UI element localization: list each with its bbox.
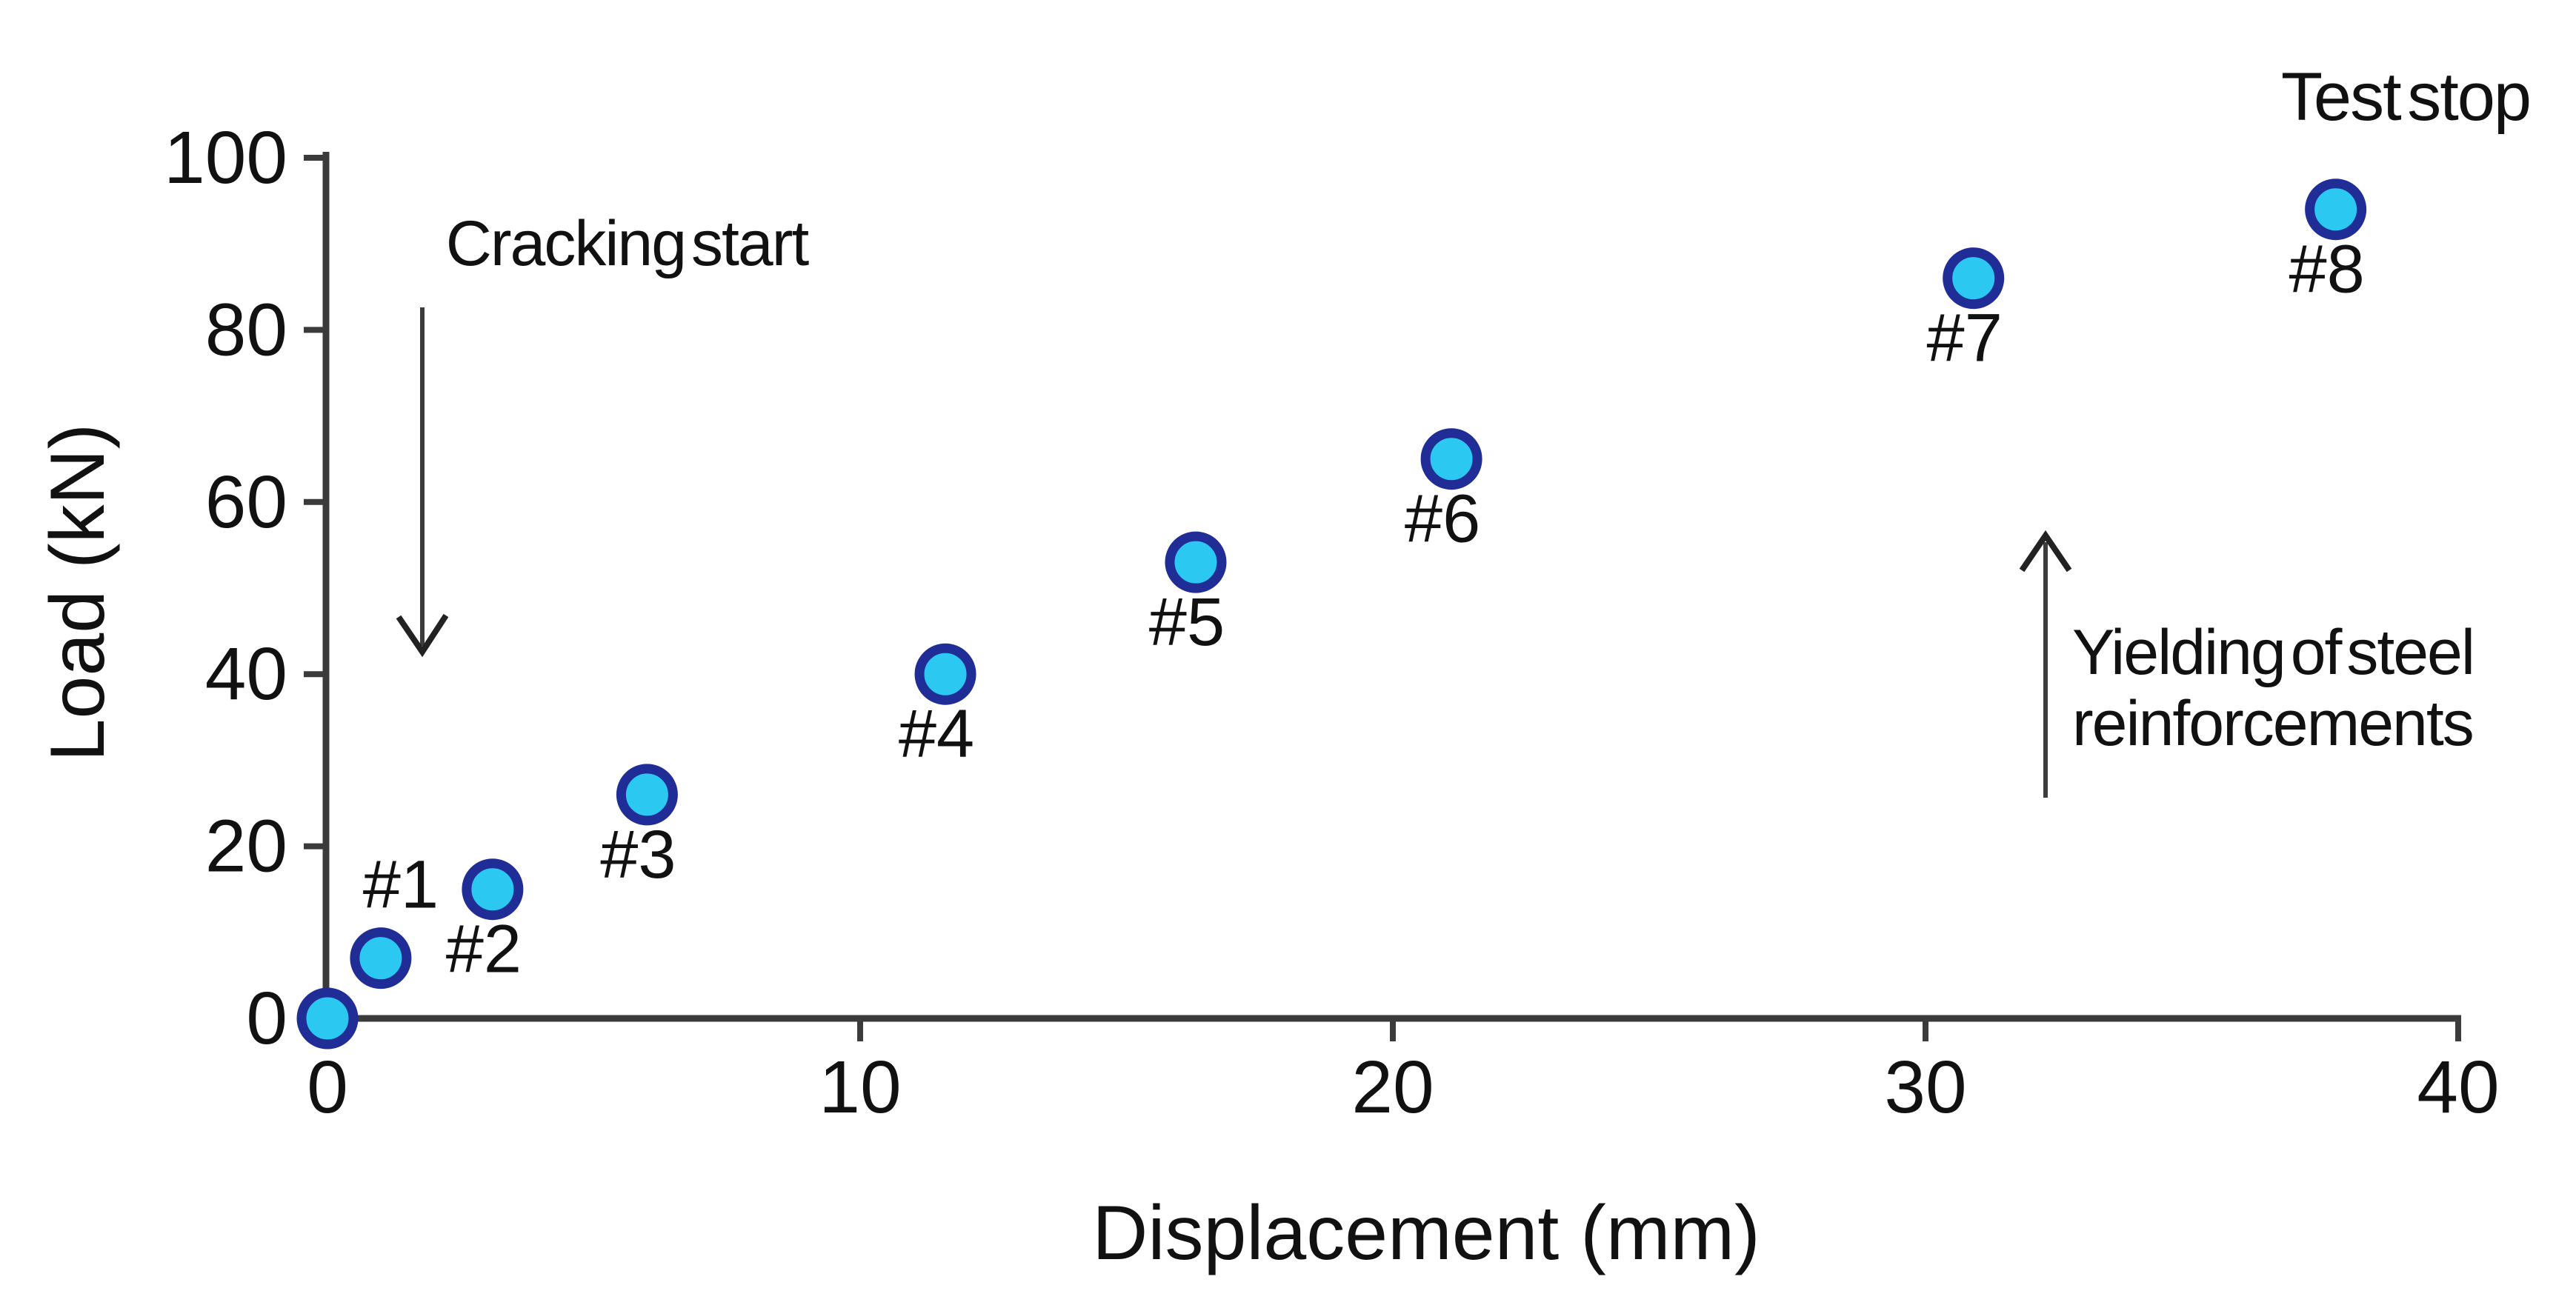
data-point-label: #6 [1405, 481, 1480, 557]
data-point-marker [350, 927, 412, 990]
x-tick-label: 20 [1351, 1046, 1434, 1129]
y-tick-label: 20 [205, 805, 287, 888]
data-point-label: #3 [600, 817, 676, 892]
annotation-test-stop: Test stop [2281, 59, 2530, 135]
data-point-marker [1165, 531, 1227, 593]
data-point-label: #1 [363, 847, 439, 923]
data-point-marker [1943, 247, 2005, 310]
y-tick-label: 80 [205, 288, 287, 371]
x-tick-label: 30 [1884, 1046, 1966, 1129]
data-point-marker [462, 858, 524, 921]
data-point-marker [914, 643, 976, 705]
yielding-label-line1: Yielding of steel [2072, 617, 2474, 688]
data-point-label: #8 [2289, 232, 2364, 307]
yielding-label-line2: reinforcements [2072, 688, 2473, 759]
y-tick-label: 0 [246, 977, 287, 1060]
data-point-marker [1420, 428, 1482, 490]
data-points: #1#2 #3 #4 #5 #6 #7 #8 [296, 178, 2367, 1050]
data-point-marker [616, 764, 678, 826]
data-point-label: #5 [1149, 584, 1225, 660]
yielding-arrowhead-icon [2019, 530, 2072, 573]
y-tick-label: 60 [205, 461, 287, 544]
y-axis-title: Load (kN) [35, 424, 121, 762]
cracking-start-label: Cracking start [446, 208, 810, 279]
x-tick-label: 10 [819, 1046, 901, 1129]
x-tick-label: 0 [307, 1046, 348, 1129]
cracking-start-arrowhead-icon [396, 613, 449, 658]
data-point-label: #7 [1927, 301, 2003, 376]
data-point-label: #4 [899, 696, 974, 772]
x-ticks: 0 10 20 30 40 [307, 1020, 2500, 1129]
data-point-marker [296, 987, 359, 1050]
y-tick-label: 100 [164, 116, 287, 199]
axes: 0 20 40 60 80 100 0 10 20 30 40 [164, 116, 2499, 1129]
data-point-label: #2 [446, 912, 522, 987]
x-axis-title: Displacement (mm) [1092, 1190, 1760, 1276]
y-ticks: 0 20 40 60 80 100 [164, 116, 326, 1060]
y-tick-label: 40 [205, 633, 287, 715]
annotation-yielding: Yielding of steel reinforcements [2019, 530, 2475, 798]
annotation-cracking-start: Cracking start [396, 208, 811, 658]
x-tick-label: 40 [2417, 1046, 2499, 1129]
data-point-marker [2305, 178, 2367, 241]
